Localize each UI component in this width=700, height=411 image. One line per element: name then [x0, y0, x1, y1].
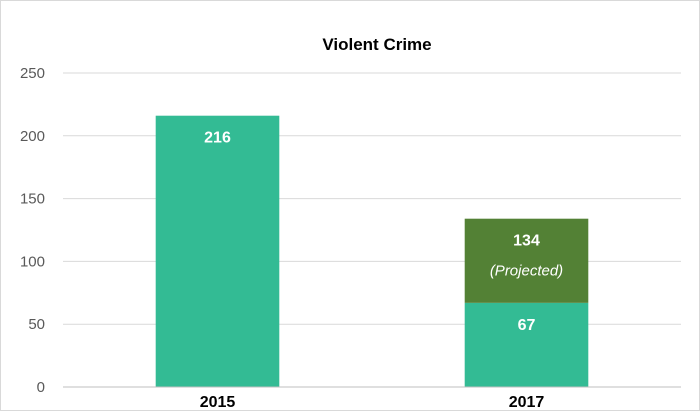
- x-axis-categories: 2015 2017: [200, 394, 545, 410]
- projected-note-label: (Projected): [490, 263, 563, 280]
- y-tick-label-100: 100: [20, 253, 45, 270]
- y-tick-label-150: 150: [20, 191, 45, 208]
- bars: [155, 115, 589, 387]
- data-label-2015-216: 216: [204, 130, 231, 147]
- chart-title: Violent Crime: [322, 35, 431, 54]
- y-tick-label-200: 200: [20, 128, 45, 145]
- x-category-label-2015: 2015: [200, 394, 236, 410]
- y-tick-label-250: 250: [20, 65, 45, 82]
- bar-2015-segment-1: [155, 115, 280, 387]
- bar-2017-segment-1: [464, 302, 589, 387]
- y-tick-label-50: 50: [28, 316, 45, 333]
- x-category-label-2017: 2017: [509, 394, 545, 410]
- data-label-2017-67: 67: [518, 317, 536, 334]
- y-tick-label-0: 0: [37, 379, 45, 396]
- y-axis-ticks: 0 50 100 150 200 250: [20, 65, 45, 396]
- data-label-2017-134: 134: [513, 233, 540, 250]
- data-labels: 216 67 134 (Projected): [204, 130, 563, 334]
- bar-2017-segment-2: [464, 218, 589, 303]
